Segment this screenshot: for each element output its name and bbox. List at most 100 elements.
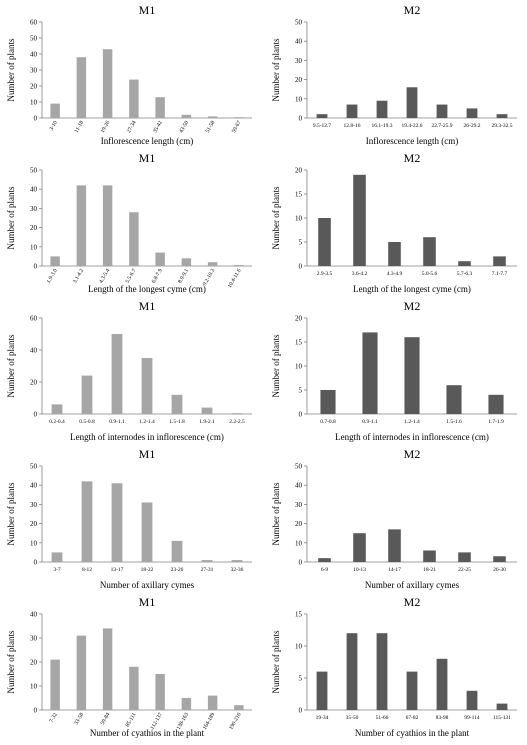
x-tick-label: 5.7-6.3 (457, 271, 473, 277)
bar (388, 242, 401, 266)
bar (81, 375, 93, 414)
x-tick-label: 3-10 (49, 120, 59, 132)
y-tick-label: 0 (34, 263, 38, 271)
y-tick-label: 10 (295, 215, 303, 223)
x-tick-label: 1.5-1.6 (446, 419, 462, 425)
x-tick-label: 67-82 (406, 715, 419, 721)
bar (353, 533, 366, 562)
bar (231, 560, 243, 562)
bar (50, 256, 60, 266)
chart-panel: M2 Number of plants 0 5 10 15 20 2.9-3.5 3.6-4.2… (267, 150, 525, 296)
x-tick-label: 5.0-5.6 (422, 271, 438, 277)
bar (171, 394, 183, 414)
chart-panel: M2 Number of plants 0 10 20 30 40 50 6-9 10-13 14-… (267, 446, 525, 592)
bar (201, 560, 213, 562)
bar (496, 703, 508, 710)
y-tick-label: 0 (34, 411, 38, 419)
chart-svg: M2 Number of plants 0 10 20 30 40 50 9.5-12.7 12.… (271, 3, 517, 146)
bar (155, 97, 165, 118)
bar (231, 413, 243, 414)
y-tick-label: 10 (30, 99, 38, 107)
x-tick-label: 99-114 (464, 715, 480, 721)
bar (129, 79, 139, 118)
bar (50, 659, 60, 710)
y-axis-label: Number of plants (271, 630, 281, 693)
x-tick-label: 35-42 (152, 120, 164, 134)
bar (181, 114, 192, 118)
y-axis-label: Number of plants (6, 482, 16, 545)
chart-svg: M2 Number of plants 0 5 10 15 20 0.7-0.8 0.9-1.1… (271, 299, 517, 442)
bar (181, 698, 192, 710)
x-axis-label: Length of internodes in inflorescence (c… (70, 432, 224, 442)
x-tick-label: 3-7 (53, 567, 61, 573)
y-tick-label: 15 (295, 611, 303, 619)
y-tick-label: 10 (30, 539, 38, 547)
y-tick-label: 5 (299, 675, 303, 683)
bar (141, 502, 153, 562)
bar (234, 117, 244, 118)
x-tick-label: 26-29.2 (464, 123, 481, 129)
chart-panel: M1 Number of plants 0 10 20 30 40 50 1.9-3.0 3.1-… (2, 150, 260, 296)
x-tick-label: 22-25 (458, 567, 471, 573)
bar (207, 695, 218, 710)
chart-title: M2 (404, 595, 421, 609)
x-tick-label: 16.1-19.3 (371, 123, 392, 129)
y-tick-label: 20 (30, 83, 38, 91)
y-tick-label: 20 (295, 167, 303, 175)
x-tick-label: 19.4-22.6 (401, 123, 422, 129)
x-tick-label: 51-66 (376, 715, 389, 721)
x-tick-label: 13-17 (111, 567, 124, 573)
x-tick-label: 26-30 (493, 567, 506, 573)
bar (181, 258, 192, 266)
chart-svg: M1 Number of plants 0 20 40 60 0.2-0.4 0.5-0.8 0… (6, 299, 252, 442)
x-tick-label: 8.0-9.1 (177, 268, 190, 285)
y-tick-label: 40 (30, 482, 38, 490)
x-axis-label: Inflorescence length (cm) (366, 136, 458, 146)
x-tick-label: 1.5-1.8 (169, 419, 185, 425)
bar (446, 385, 462, 414)
y-tick-label: 20 (295, 76, 303, 84)
bar (436, 104, 448, 118)
y-tick-label: 30 (30, 67, 38, 75)
y-tick-label: 20 (30, 659, 38, 667)
x-tick-label: 59-84 (100, 712, 112, 726)
x-tick-label: 27-31 (201, 567, 214, 573)
x-tick-label: 18-22 (141, 567, 154, 573)
bar (458, 552, 471, 562)
x-axis-label: Length of the longest cyme (cm) (353, 284, 471, 294)
x-tick-label: 43-50 (178, 120, 190, 134)
bar (466, 108, 478, 118)
x-axis-label: Number of cyathios in the plant (355, 728, 470, 738)
y-tick-label: 50 (30, 35, 38, 43)
bar (102, 628, 113, 710)
y-axis-label: Number of plants (271, 482, 281, 545)
x-tick-label: 85-111 (125, 712, 138, 728)
y-tick-label: 50 (295, 19, 303, 27)
chart-panel: M1 Number of plants 0 10 20 30 40 7-32 33-58 59-8… (2, 594, 260, 740)
chart-svg: M2 Number of plants 0 5 10 15 20 2.9-3.5 3.6-4.2… (271, 151, 517, 294)
x-tick-label: 23-26 (171, 567, 184, 573)
chart-panel: M2 Number of plants 0 5 10 15 20 0.7-0.8 0.9-1.1… (267, 298, 525, 444)
x-tick-label: 0.2-0.4 (49, 419, 65, 425)
y-tick-label: 30 (30, 501, 38, 509)
x-tick-label: 22.7-25.9 (431, 123, 452, 129)
x-tick-label: 83-98 (436, 715, 449, 721)
bar (234, 265, 244, 266)
y-tick-label: 30 (295, 501, 303, 509)
y-tick-label: 30 (30, 635, 38, 643)
x-tick-label: 5.5-6.7 (125, 268, 138, 285)
bar (141, 358, 153, 414)
x-tick-label: 19-34 (316, 715, 329, 721)
y-tick-label: 15 (295, 191, 303, 199)
bar (76, 185, 87, 266)
y-axis-label: Number of plants (271, 334, 281, 397)
x-tick-label: 14-17 (388, 567, 401, 573)
chart-title: M1 (139, 151, 156, 165)
bar (318, 558, 331, 562)
x-tick-label: 7.1-7.7 (492, 271, 508, 277)
y-tick-label: 10 (295, 643, 303, 651)
bar (376, 633, 388, 710)
x-axis-label: Inflorescence length (cm) (101, 136, 193, 146)
chart-title: M2 (404, 299, 421, 313)
bar (81, 481, 93, 562)
